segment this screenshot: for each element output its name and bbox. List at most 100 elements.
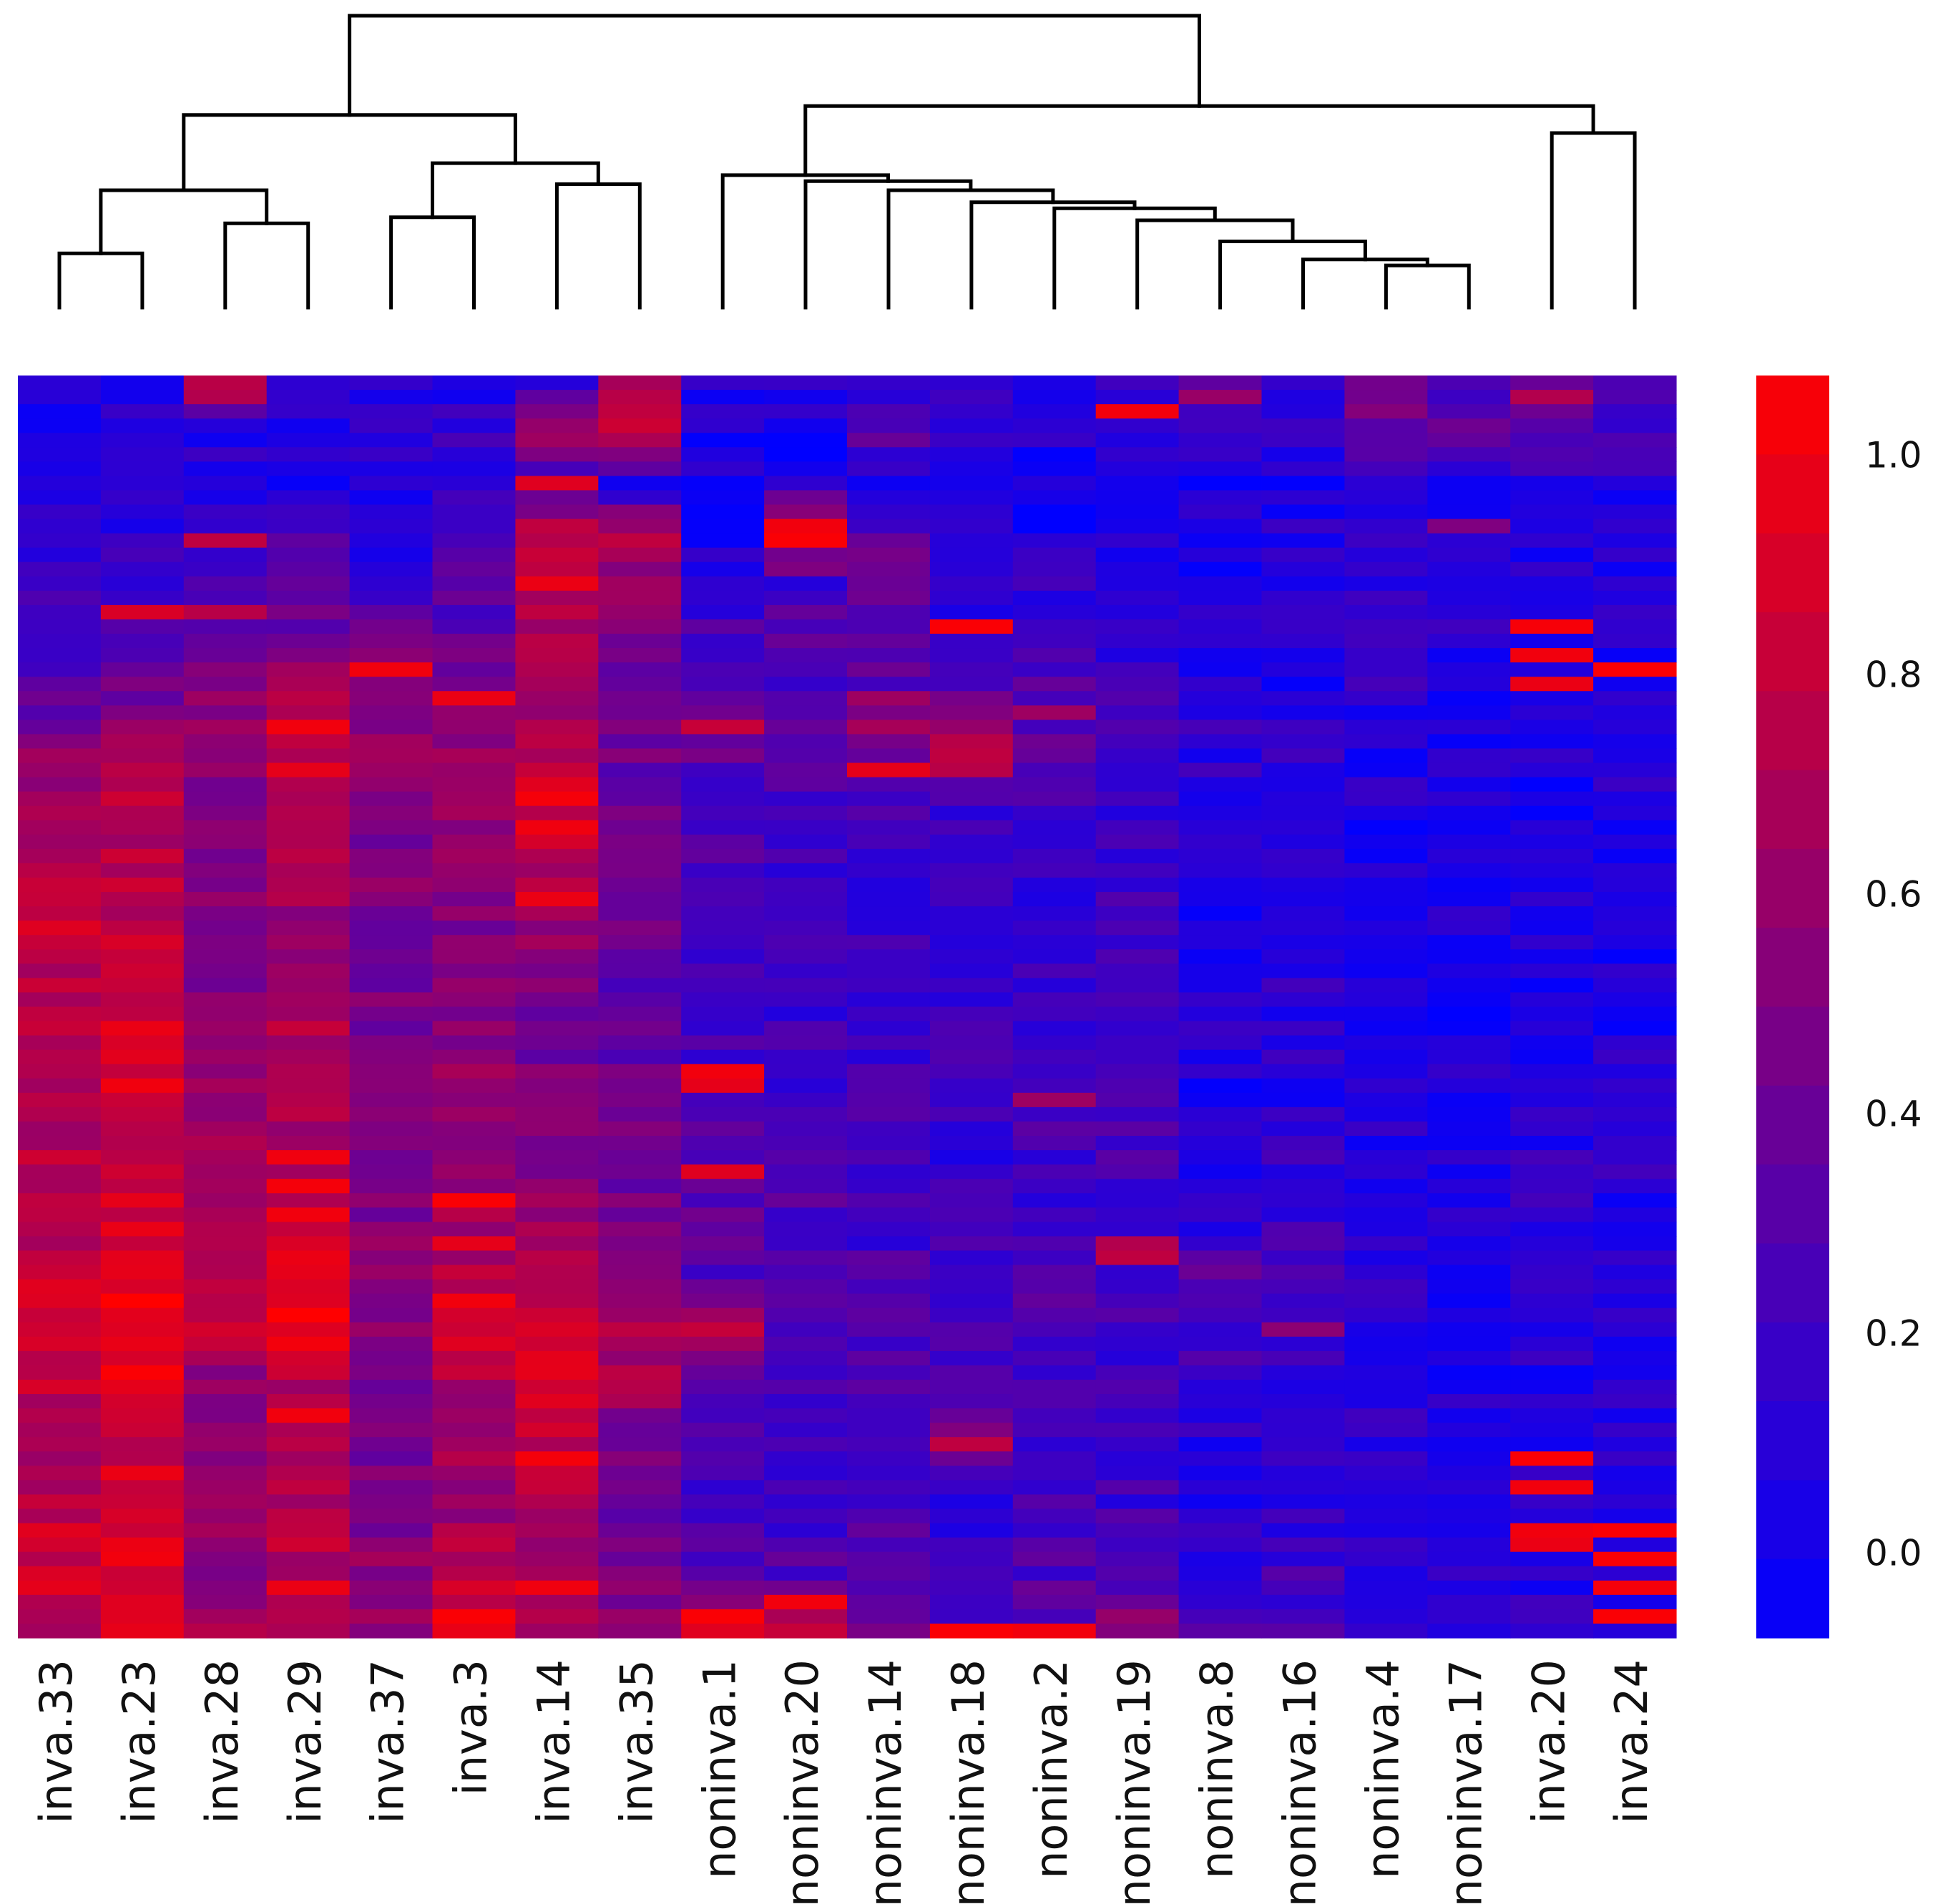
column-label: inva.24 bbox=[1605, 1659, 1658, 1824]
heatmap-cell bbox=[1427, 877, 1511, 893]
heatmap-cell bbox=[266, 1623, 351, 1639]
heatmap-cell bbox=[598, 447, 682, 462]
heatmap-cell bbox=[515, 547, 599, 563]
heatmap-cell bbox=[18, 433, 102, 448]
heatmap-cell bbox=[100, 1179, 185, 1194]
heatmap-cell bbox=[100, 1250, 185, 1266]
heatmap-cell bbox=[1261, 1494, 1345, 1510]
heatmap-cell bbox=[1012, 604, 1097, 620]
heatmap-cell bbox=[598, 1336, 682, 1352]
heatmap-cell bbox=[183, 1466, 268, 1481]
heatmap-cell bbox=[929, 1164, 1014, 1179]
heatmap-cell bbox=[847, 1623, 931, 1639]
heatmap-cell bbox=[1510, 1551, 1594, 1567]
heatmap-cell bbox=[349, 1408, 434, 1423]
heatmap-cell bbox=[1261, 1580, 1345, 1596]
heatmap-cell bbox=[598, 1580, 682, 1596]
heatmap-cell bbox=[681, 1150, 765, 1165]
heatmap-cell bbox=[929, 1035, 1014, 1051]
heatmap-cell bbox=[764, 1623, 848, 1639]
heatmap-cell bbox=[1593, 1336, 1677, 1352]
heatmap-cell bbox=[183, 1566, 268, 1581]
heatmap-cell bbox=[1344, 376, 1428, 391]
heatmap-cell bbox=[18, 1551, 102, 1567]
heatmap-cell bbox=[1261, 461, 1345, 476]
heatmap-cell bbox=[1012, 762, 1097, 778]
heatmap-cell bbox=[100, 1136, 185, 1151]
heatmap-cell bbox=[515, 734, 599, 750]
heatmap-cell bbox=[929, 1279, 1014, 1295]
heatmap-cell bbox=[266, 1394, 351, 1409]
heatmap-cell bbox=[1261, 1350, 1345, 1366]
heatmap-cell bbox=[1427, 820, 1511, 835]
heatmap-cell bbox=[1012, 1480, 1097, 1496]
heatmap-cell bbox=[1012, 1293, 1097, 1309]
heatmap-cell bbox=[266, 1293, 351, 1309]
color-scale-swatch bbox=[1756, 1243, 1829, 1323]
heatmap-cell bbox=[1178, 648, 1263, 663]
heatmap-cell bbox=[764, 1609, 848, 1624]
heatmap-cell bbox=[1178, 848, 1263, 864]
heatmap-cell bbox=[183, 476, 268, 491]
heatmap-cell bbox=[515, 963, 599, 978]
heatmap-cell bbox=[1261, 1265, 1345, 1280]
heatmap-cell bbox=[1178, 863, 1263, 878]
heatmap-cell bbox=[929, 677, 1014, 692]
heatmap-cell bbox=[18, 1408, 102, 1423]
heatmap-cell bbox=[432, 1537, 516, 1553]
heatmap-cell bbox=[598, 1437, 682, 1452]
heatmap-cell bbox=[266, 1466, 351, 1481]
heatmap-cell bbox=[1427, 1336, 1511, 1352]
heatmap-cell bbox=[1510, 978, 1594, 993]
heatmap-cell bbox=[1344, 1394, 1428, 1409]
heatmap-cell bbox=[1510, 906, 1594, 921]
heatmap-cell bbox=[681, 1437, 765, 1452]
heatmap-cell bbox=[100, 1021, 185, 1036]
heatmap-cell bbox=[100, 863, 185, 878]
heatmap-cell bbox=[929, 1580, 1014, 1596]
heatmap-cell bbox=[1178, 1136, 1263, 1151]
heatmap-cell bbox=[1178, 547, 1263, 563]
heatmap-cell bbox=[1427, 1594, 1511, 1610]
heatmap-cell bbox=[515, 1307, 599, 1323]
heatmap-cell bbox=[266, 834, 351, 850]
heatmap-cell bbox=[764, 1006, 848, 1022]
heatmap-cell bbox=[515, 1150, 599, 1165]
color-scale-tick-label: 0.8 bbox=[1865, 654, 1922, 696]
heatmap-cell bbox=[100, 1609, 185, 1624]
heatmap-cell bbox=[515, 1537, 599, 1553]
heatmap-cell bbox=[1178, 1121, 1263, 1137]
heatmap-cell bbox=[100, 1437, 185, 1452]
heatmap-cell bbox=[18, 834, 102, 850]
heatmap-cell bbox=[1427, 648, 1511, 663]
heatmap-cell bbox=[681, 734, 765, 750]
heatmap-cell bbox=[266, 1423, 351, 1438]
heatmap-cell bbox=[18, 863, 102, 878]
heatmap-cell bbox=[349, 1350, 434, 1366]
heatmap-cell bbox=[183, 1049, 268, 1065]
heatmap-cell bbox=[266, 1451, 351, 1466]
heatmap-cell bbox=[1593, 1035, 1677, 1051]
heatmap-cell bbox=[847, 1551, 931, 1567]
heatmap-cell bbox=[598, 1609, 682, 1624]
heatmap-cell bbox=[1261, 1480, 1345, 1496]
heatmap-cell bbox=[1344, 892, 1428, 907]
heatmap-cell bbox=[1593, 992, 1677, 1008]
heatmap-cell bbox=[681, 834, 765, 850]
heatmap-cell bbox=[1427, 1394, 1511, 1409]
heatmap-cell bbox=[598, 677, 682, 692]
heatmap-cell bbox=[929, 490, 1014, 506]
heatmap-cell bbox=[1593, 1078, 1677, 1094]
heatmap-cell bbox=[1344, 1451, 1428, 1466]
heatmap-cell bbox=[432, 1551, 516, 1567]
heatmap-cell bbox=[929, 1293, 1014, 1309]
heatmap-cell bbox=[432, 877, 516, 893]
heatmap-cell bbox=[349, 390, 434, 405]
heatmap-cell bbox=[100, 906, 185, 921]
heatmap-cell bbox=[515, 820, 599, 835]
heatmap-cell bbox=[1510, 1293, 1594, 1309]
heatmap-cell bbox=[1095, 1408, 1180, 1423]
heatmap-cell bbox=[1344, 1092, 1428, 1108]
heatmap-cell bbox=[929, 963, 1014, 978]
heatmap-cell bbox=[681, 705, 765, 720]
